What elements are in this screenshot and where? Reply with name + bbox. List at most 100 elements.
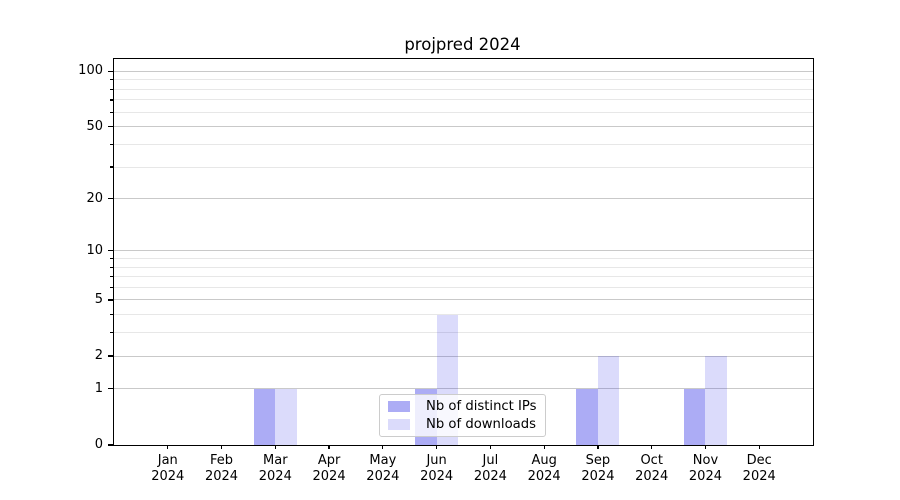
y-gridline-minor [114,266,813,268]
y-major-tick [108,197,113,200]
plot-area: Nb of distinct IPs Nb of downloads 0 1 2 5 1… [78,58,814,484]
x-tick-month: Oct [640,453,663,468]
bar-nb-of-distinct-ips-mar [253,388,276,445]
x-tick-year: 2024 [527,469,561,484]
y-major-tick [108,299,113,301]
x-tick [543,445,545,449]
y-tick-label: 5 [94,291,103,307]
x-tick-label: May 2024 [348,453,418,485]
x-tick [274,445,276,449]
x-tick-label: Apr 2024 [294,453,364,485]
y-gridline-major [114,250,813,252]
x-tick-label: Sep 2024 [563,453,633,485]
legend-item-downloads: Nb of downloads [388,416,537,433]
y-gridline-major [114,198,813,200]
y-minor-tick [110,88,113,90]
y-tick-label: 10 [86,242,103,258]
x-tick-label: Aug 2024 [509,453,579,485]
x-tick-year: 2024 [473,469,507,484]
x-tick-month: Jan [157,453,178,468]
legend-swatch-distinct-ips-icon [388,401,410,413]
y-major-tick [108,126,113,128]
y-major-tick [108,444,113,446]
y-minor-tick [110,286,113,289]
legend-label-downloads: Nb of downloads [426,416,536,432]
x-tick [382,445,384,449]
x-tick-label: Nov 2024 [670,453,740,485]
y-minor-tick [110,314,113,316]
x-tick-label: Dec 2024 [724,453,794,485]
x-tick-month: Jul [482,453,499,468]
x-tick-month: Mar [263,453,288,468]
x-tick-year: 2024 [742,469,776,484]
x-tick-label: Jan 2024 [133,453,203,485]
x-tick [704,445,707,449]
y-tick-label: 1 [94,380,103,396]
x-tick [328,445,330,449]
y-gridline-minor [114,258,813,260]
y-minor-tick [110,257,113,260]
y-gridline-minor [114,276,813,278]
y-gridline-major [114,299,813,301]
legend-item-distinct-ips: Nb of distinct IPs [388,398,537,415]
y-minor-tick [110,332,113,334]
bar-nb-of-downloads-mar [275,388,297,445]
x-tick [489,445,491,449]
bar-nb-of-downloads-nov [705,356,727,445]
x-tick-year: 2024 [204,469,239,484]
y-gridline-minor [114,111,813,113]
x-tick-year: 2024 [258,469,292,484]
y-gridline-minor [114,286,813,288]
x-tick [651,445,653,449]
y-gridline-major [114,388,813,390]
x-tick-year: 2024 [420,469,454,484]
y-gridline-minor [114,79,813,81]
x-tick-label: Jul 2024 [455,453,525,485]
y-tick-label: 100 [78,63,103,79]
y-gridline-major [114,70,813,72]
y-minor-tick [110,143,113,145]
x-tick-year: 2024 [366,469,400,484]
legend: Nb of distinct IPs Nb of downloads [379,394,546,437]
x-tick-label: Jun 2024 [402,453,472,485]
x-tick-month: Sep [585,453,611,468]
y-tick-label: 0 [94,437,103,452]
y-gridline-major [114,126,813,128]
y-tick-label: 20 [86,190,103,206]
y-minor-tick [110,266,113,268]
y-minor-tick [110,111,113,113]
bar-nb-of-distinct-ips-nov [683,388,706,445]
x-tick [220,445,223,449]
x-tick-year: 2024 [635,469,669,484]
x-tick-year: 2024 [151,469,185,484]
y-gridline-major [114,355,813,357]
y-minor-tick [110,166,113,168]
x-tick-label: Mar 2024 [240,453,310,485]
y-minor-tick [110,79,113,81]
y-gridline-minor [114,332,813,334]
y-minor-tick [110,99,113,101]
y-gridline-minor [114,88,813,90]
x-tick-month: Dec [746,453,772,468]
y-tick-label: 2 [94,348,103,364]
x-tick [167,445,169,449]
x-tick-label: Feb 2024 [187,453,257,485]
y-gridline-minor [114,143,813,145]
x-tick-month: Nov [692,453,719,468]
bar-nb-of-downloads-sep [597,356,620,445]
chart-title: projpred 2024 [404,35,521,54]
legend-label-distinct-ips: Nb of distinct IPs [426,399,537,415]
x-tick [597,445,599,449]
x-tick-month: Aug [531,453,557,468]
x-tick-year: 2024 [312,469,346,484]
y-gridline-minor [114,99,813,101]
y-minor-tick [110,276,113,278]
x-tick-month: May [369,453,397,468]
x-tick-year: 2024 [581,469,615,484]
x-tick [436,445,438,449]
x-tick-month: Apr [317,453,341,468]
y-major-tick [108,250,113,252]
y-major-tick [108,70,113,72]
x-tick-year: 2024 [688,469,722,484]
